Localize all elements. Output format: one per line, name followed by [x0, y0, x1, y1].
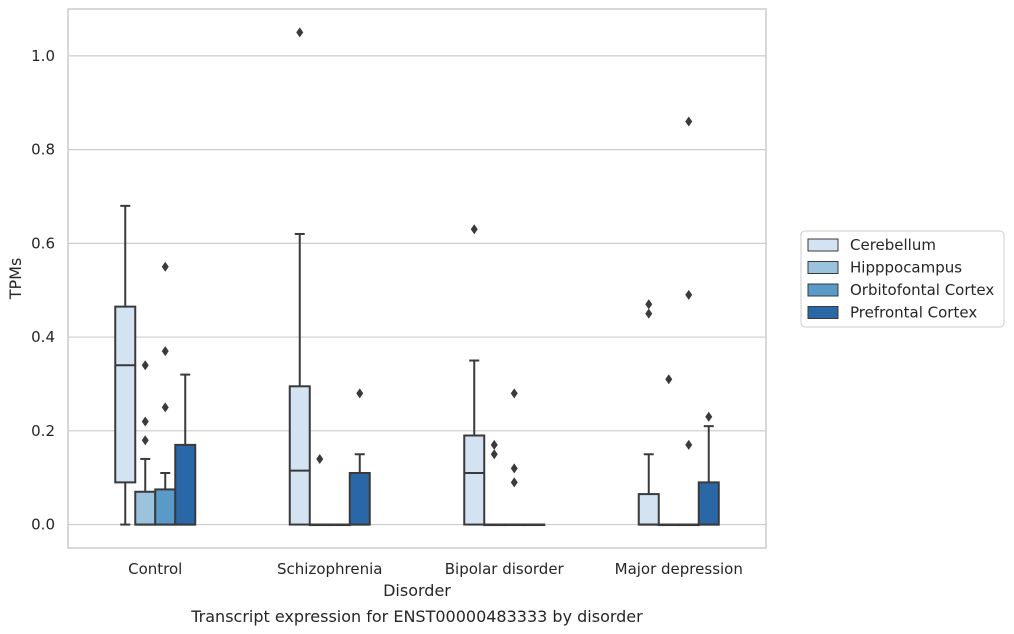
box-group — [348, 388, 371, 526]
box-iqr — [174, 443, 197, 526]
outlier-point — [470, 224, 478, 235]
chart-caption: Transcript expression for ENST0000048333… — [190, 607, 643, 626]
outlier-point — [141, 435, 149, 446]
plot-frame — [67, 8, 767, 549]
box-group — [483, 439, 506, 527]
outlier-point — [510, 477, 518, 488]
outlier-point — [510, 388, 518, 399]
legend-swatch — [807, 261, 839, 274]
x-axis-label: Disorder — [383, 581, 451, 600]
box-iqr — [697, 481, 720, 526]
box-group — [114, 204, 137, 526]
outlier-point — [665, 374, 673, 385]
outlier-point — [316, 453, 324, 464]
box-group — [637, 299, 660, 526]
legend-label: Prefrontal Cortex — [850, 304, 977, 322]
legend-swatch — [807, 306, 839, 319]
outlier-point — [645, 299, 653, 310]
legend-swatch — [807, 238, 839, 252]
box-iqr — [348, 472, 371, 526]
y-tick-label: 0.4 — [31, 328, 55, 346]
x-tick-label: Schizophrenia — [277, 560, 382, 578]
legend-label: Cerebellum — [850, 236, 936, 254]
box-iqr — [288, 385, 311, 526]
legend-label: Hipppocampus — [850, 259, 962, 277]
box-group — [308, 453, 331, 527]
box-group — [523, 523, 546, 527]
box-iqr — [154, 488, 177, 526]
box-group — [503, 388, 526, 527]
outlier-point — [161, 346, 169, 357]
y-tick-label: 0.6 — [31, 234, 55, 252]
outlier-point — [510, 463, 518, 474]
x-tick-labels: Control Schizophrenia Bipolar disorder Majo… — [128, 560, 743, 578]
outlier-point — [705, 411, 713, 422]
box-iqr — [134, 490, 157, 526]
box-iqr — [637, 493, 660, 526]
outlier-point — [356, 388, 364, 399]
box-iqr — [114, 305, 137, 484]
x-tick-label: Major depression — [615, 560, 743, 578]
box-layer — [114, 27, 720, 527]
y-tick-label: 1.0 — [31, 47, 55, 65]
box-group — [657, 374, 680, 527]
legend: Cerebellum Hipppocampus Orbitofontal Corte… — [800, 230, 1005, 328]
legend-frame — [800, 230, 1005, 328]
box-group — [174, 373, 197, 526]
outlier-point — [645, 308, 653, 319]
box-iqr — [463, 434, 486, 526]
outlier-point — [161, 402, 169, 413]
y-tick-label: 0.2 — [31, 422, 55, 440]
y-tick-label: 0.8 — [31, 141, 55, 159]
box-group — [288, 27, 311, 526]
outlier-point — [490, 439, 498, 450]
box-group — [697, 411, 720, 526]
box-group — [134, 360, 157, 526]
outlier-point — [685, 116, 693, 127]
box-group — [463, 224, 486, 526]
y-tick-label: 0.0 — [31, 516, 55, 534]
grid-layer — [68, 55, 766, 526]
outlier-point — [141, 360, 149, 371]
outlier-point — [296, 27, 304, 38]
outlier-point — [685, 439, 693, 450]
legend-swatch — [807, 283, 839, 297]
y-tick-labels: 0.0 0.2 0.4 0.6 0.8 1.0 — [31, 47, 55, 534]
outlier-point — [685, 289, 693, 300]
box-group — [154, 261, 177, 526]
y-axis-label: TPMs — [6, 258, 25, 301]
box-group — [677, 116, 700, 527]
box-group — [328, 523, 351, 527]
x-tick-label: Control — [128, 560, 182, 578]
outlier-point — [161, 261, 169, 272]
outlier-point — [490, 449, 498, 460]
x-tick-label: Bipolar disorder — [445, 560, 565, 578]
outlier-point — [141, 416, 149, 427]
legend-label: Orbitofontal Cortex — [850, 281, 994, 299]
